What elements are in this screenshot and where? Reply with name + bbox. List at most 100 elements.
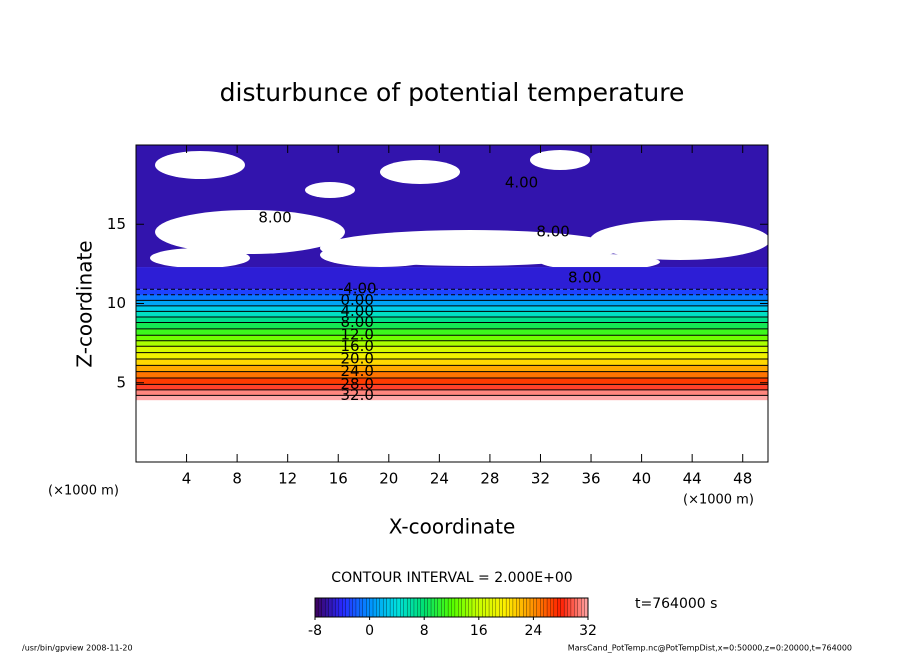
x-label: X-coordinate <box>389 515 516 539</box>
band-fill <box>136 289 768 296</box>
colorbar-cell <box>410 597 415 618</box>
blob <box>305 182 355 198</box>
colorbar-cell <box>540 597 545 618</box>
x-tick-label: 4 <box>182 470 192 488</box>
y-tick-label: 10 <box>107 294 126 312</box>
plot-area: -4.000.004.008.0012.016.020.024.028.032.… <box>136 145 768 404</box>
contour-label: 28.0 <box>340 375 373 393</box>
time-label: t=764000 s <box>635 596 717 612</box>
contour-label: 4.00 <box>340 302 373 320</box>
colorbar-cell <box>403 597 408 618</box>
colorbar-cell <box>464 597 470 618</box>
colorbar-cell <box>362 597 367 618</box>
x-tick-label: 48 <box>733 470 752 488</box>
colorbar-tick-label: 16 <box>470 623 488 639</box>
x-unit: (×1000 m) <box>48 484 119 499</box>
band-fill <box>136 305 768 312</box>
x-tick-label: 24 <box>430 470 449 488</box>
colorbar-cell <box>577 597 582 618</box>
colorbar-cell <box>516 597 521 618</box>
x-tick-label: 32 <box>531 470 550 488</box>
band-fill <box>136 328 768 336</box>
colorbar-cell <box>352 597 357 618</box>
colorbar-cell <box>567 597 572 618</box>
contour-label: 24.0 <box>340 362 373 380</box>
band-fill <box>136 267 768 290</box>
blob <box>150 248 250 268</box>
contour-label: 0.00 <box>340 291 373 309</box>
band-fill <box>136 384 768 391</box>
band-fill <box>136 346 768 354</box>
contour-label: -4.00 <box>338 280 377 298</box>
colorbar-cell <box>342 597 347 618</box>
colorbar-tick-label: 0 <box>365 623 374 639</box>
band-fill <box>136 365 768 373</box>
colorbar-tick-label: -8 <box>308 623 322 639</box>
colorbar-cell <box>485 597 490 618</box>
x-tick-label: 44 <box>683 470 702 488</box>
band-fill <box>136 389 768 396</box>
colorbar-tick-label: 32 <box>579 623 597 639</box>
blob <box>155 151 245 179</box>
colorbar-cell <box>529 597 534 618</box>
colorbar-cell <box>550 597 555 618</box>
colorbar-cell <box>574 597 579 618</box>
colorbar-cell <box>546 597 551 618</box>
colorbar-cell <box>461 597 466 618</box>
colorbar-cell <box>468 597 473 618</box>
colorbar-cell <box>495 597 500 618</box>
contour-label: 20.0 <box>340 349 373 367</box>
contour-label: 16.0 <box>340 337 373 355</box>
colorbar-cell <box>366 597 371 618</box>
blob <box>540 254 660 270</box>
colorbar-cell <box>478 597 483 618</box>
band-fill <box>136 335 768 342</box>
x-tick-label: 12 <box>278 470 297 488</box>
colorbar-cell <box>325 597 330 618</box>
colorbar-cell <box>379 597 384 618</box>
contour-label: 4.00 <box>505 174 538 192</box>
contour-label: 12.0 <box>340 326 373 344</box>
colorbar-cell <box>417 597 422 618</box>
colorbar-cell <box>400 597 405 618</box>
band-fill <box>136 316 768 324</box>
x-tick-label: 36 <box>581 470 600 488</box>
colorbar-cell <box>383 597 388 618</box>
colorbar-cell <box>526 597 531 618</box>
x-unit: (×1000 m) <box>683 493 754 508</box>
colorbar-cell <box>581 597 586 618</box>
colorbar-cell <box>447 597 452 618</box>
colorbar-cell <box>318 597 323 618</box>
band-fill <box>136 311 768 318</box>
colorbar-cell <box>348 597 353 618</box>
footer: MarsCand_PotTemp.nc@PotTempDist,x=0:5000… <box>568 644 852 653</box>
band-fill <box>136 300 768 307</box>
colorbar-cell <box>444 597 449 618</box>
blob <box>380 160 460 184</box>
contour-label: 8.00 <box>568 269 601 287</box>
blob <box>530 150 590 170</box>
colorbar-cell <box>386 597 391 618</box>
colorbar-cell <box>424 597 429 618</box>
x-tick-label: 40 <box>632 470 651 488</box>
colorbar-cell <box>389 597 394 618</box>
colorbar-cell <box>475 597 480 618</box>
colorbar-cell <box>369 597 374 618</box>
colorbar-cell <box>523 597 528 618</box>
contour-interval: CONTOUR INTERVAL = 2.000E+00 <box>331 570 572 586</box>
blob <box>590 220 768 260</box>
colorbar-cell <box>451 597 456 618</box>
colorbar-cell <box>437 597 442 618</box>
chart-title: disturbunce of potential temperature <box>220 78 685 107</box>
contour-label: 32.0 <box>340 386 373 404</box>
colorbar-cell <box>321 597 326 618</box>
colorbar-cell <box>505 597 510 618</box>
colorbar-cell <box>471 597 476 618</box>
x-tick-label: 20 <box>379 470 398 488</box>
colorbar-cell <box>376 597 381 618</box>
colorbar-cell <box>427 597 432 618</box>
colorbar-cell <box>533 597 538 618</box>
colorbar-cell <box>492 597 497 618</box>
y-tick-label: 5 <box>116 373 126 391</box>
colorbar-tick-label: 24 <box>524 623 542 639</box>
